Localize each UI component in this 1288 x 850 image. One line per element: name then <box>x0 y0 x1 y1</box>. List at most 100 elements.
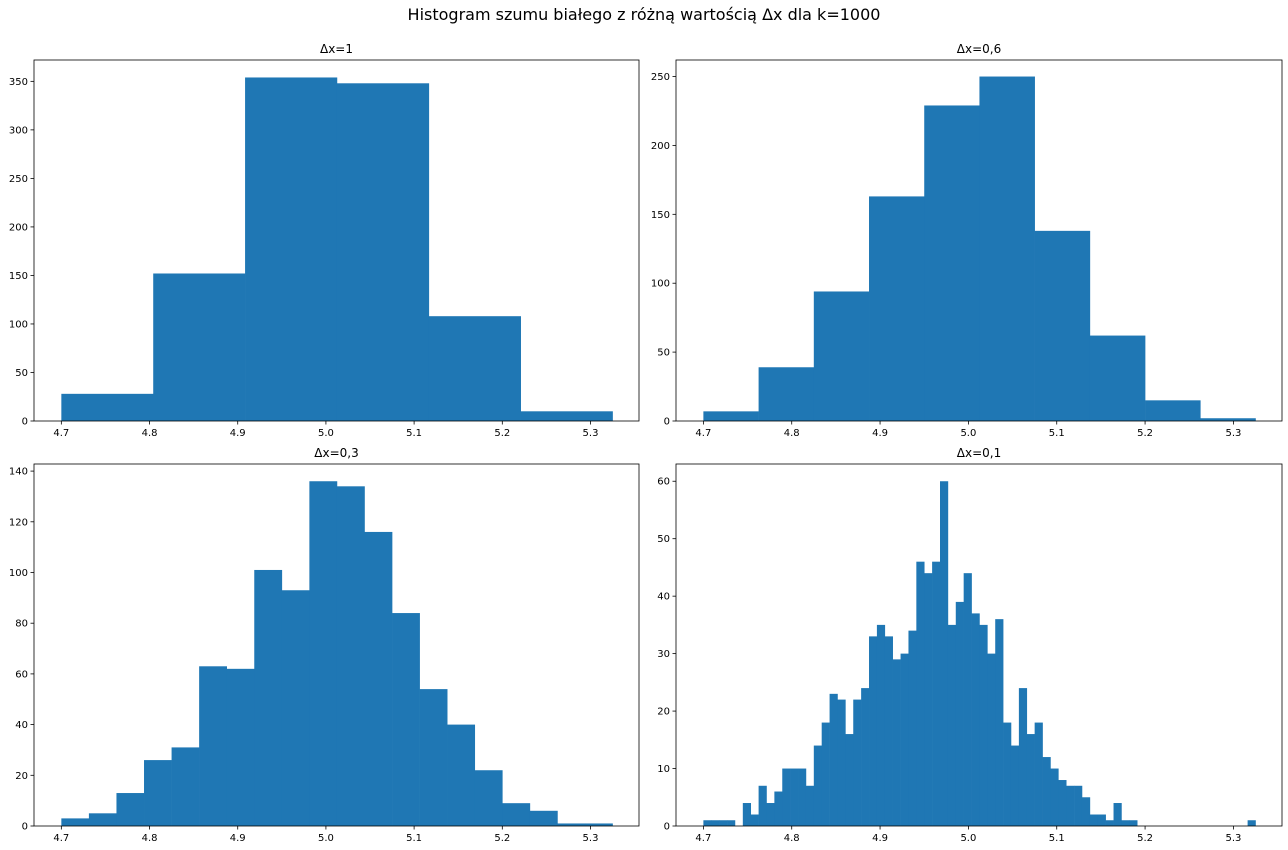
histogram-bar <box>557 823 586 826</box>
x-tick-label: 5.1 <box>1049 833 1065 844</box>
y-tick-label: 250 <box>651 72 670 83</box>
x-tick-label: 5.3 <box>583 833 599 844</box>
x-tick-label: 4.9 <box>872 428 888 439</box>
histogram-bar <box>845 734 854 826</box>
histogram-bar <box>703 411 759 421</box>
axes-frame <box>33 463 640 827</box>
histogram-bar <box>1018 688 1028 826</box>
histogram-bar <box>428 316 521 421</box>
y-tick-label: 200 <box>651 141 670 152</box>
histogram-bar <box>1097 814 1106 826</box>
histogram-bar <box>116 793 145 826</box>
histogram-bar <box>447 724 476 826</box>
histogram-bar <box>869 636 878 826</box>
histogram-bar <box>853 699 862 826</box>
subplot-grid: Δx=14.7 4.8 4.9 5.0 5.1 5.2 5.3050100150200250… <box>9 42 1283 844</box>
subplot-title: Δx=1 <box>320 42 353 56</box>
y-tick-label: 120 <box>9 517 28 528</box>
y-tick-label: 140 <box>9 467 28 478</box>
histogram-bar <box>861 688 870 826</box>
histogram-bar <box>813 745 822 826</box>
histogram-bar <box>1026 734 1035 826</box>
histogram-bar <box>364 531 393 826</box>
histogram-bar <box>392 613 420 826</box>
x-tick-label: 5.1 <box>406 833 422 844</box>
x-tick-label: 4.7 <box>695 428 711 439</box>
histogram-bar <box>502 803 531 826</box>
y-tick-label: 20 <box>657 707 670 718</box>
x-tick-label: 4.8 <box>784 833 800 844</box>
histogram-bar <box>940 481 949 826</box>
y-tick-label: 100 <box>9 319 28 330</box>
histogram-bar <box>884 636 893 826</box>
histogram-bar <box>520 411 613 421</box>
histogram-bar <box>1003 722 1012 826</box>
histogram-bar <box>955 601 964 826</box>
histogram-bar <box>869 196 925 421</box>
x-tick-label: 4.8 <box>784 428 800 439</box>
y-tick-label: 50 <box>657 348 670 359</box>
y-tick-label: 80 <box>15 619 28 630</box>
axes-frame <box>33 59 640 422</box>
histogram-bar <box>584 823 613 826</box>
histogram-bar <box>1050 768 1059 826</box>
x-tick-label: 5.0 <box>318 428 334 439</box>
histogram-bar <box>1121 820 1130 826</box>
y-tick-label: 40 <box>657 592 670 603</box>
y-tick-label: 0 <box>22 822 28 833</box>
histogram-bar <box>987 653 996 826</box>
histogram-bar <box>703 820 712 826</box>
histogram-bar <box>758 785 767 826</box>
x-tick-label: 4.7 <box>53 833 69 844</box>
histogram-bar <box>719 820 728 826</box>
histogram-bar <box>245 77 338 421</box>
histogram-bars <box>61 77 613 421</box>
histogram-bar <box>1074 785 1083 826</box>
x-tick-label: 4.7 <box>53 428 69 439</box>
histogram-bar <box>798 768 807 826</box>
histogram-bar <box>1247 820 1256 826</box>
histogram-bar <box>1066 785 1075 826</box>
x-tick-label: 5.3 <box>583 428 599 439</box>
x-tick-label: 5.3 <box>1225 428 1241 439</box>
histogram-bar <box>1042 757 1051 826</box>
histogram-bar <box>995 619 1004 826</box>
y-tick-label: 250 <box>9 174 28 185</box>
histogram-bar <box>979 624 988 826</box>
x-tick-label: 5.3 <box>1225 833 1241 844</box>
histogram-bar <box>758 367 815 421</box>
histogram-bar <box>254 569 283 826</box>
histogram-bar <box>171 747 200 826</box>
axes-frame <box>675 463 1283 827</box>
subplot-3: Δx=0,3 4.7 4.8 4.9 5.0 5.1 5.2 5.3 0 20 40 60 80 100 1… <box>9 446 640 844</box>
y-tick-label: 50 <box>657 534 670 545</box>
histogram-bar <box>750 814 759 826</box>
histogram-bars <box>61 481 613 826</box>
histogram-bar <box>1113 803 1122 826</box>
histogram-bar <box>199 666 227 826</box>
subplot-2: Δx=0,6 4.7 4.8 4.9 5.0 5.1 5.2 5.3 0 50 100 150 200 2… <box>651 42 1283 439</box>
x-tick-label: 5.0 <box>960 833 976 844</box>
y-tick-label: 60 <box>15 669 28 680</box>
histogram-bar <box>1034 722 1043 826</box>
histogram-bar <box>1058 780 1067 826</box>
y-tick-label: 350 <box>9 77 28 88</box>
histogram-bar <box>1089 814 1099 826</box>
histogram-bar <box>932 561 941 826</box>
histogram-bar <box>88 813 117 826</box>
x-tick-label: 5.1 <box>1049 428 1065 439</box>
figure-suptitle: Histogram szumu białego z różną wartości… <box>408 5 881 24</box>
histogram-bar <box>916 561 925 826</box>
histogram-bar <box>766 803 775 826</box>
histogram-bar <box>908 630 917 826</box>
histogram-bar <box>947 624 957 826</box>
y-tick-label: 200 <box>9 222 28 233</box>
x-tick-label: 5.0 <box>318 833 334 844</box>
histogram-bar <box>1089 335 1146 421</box>
histogram-bar <box>529 810 558 826</box>
x-tick-label: 4.7 <box>695 833 711 844</box>
histogram-bar <box>979 76 1035 421</box>
histogram-bar <box>61 818 90 826</box>
histogram-bar <box>1034 230 1091 421</box>
